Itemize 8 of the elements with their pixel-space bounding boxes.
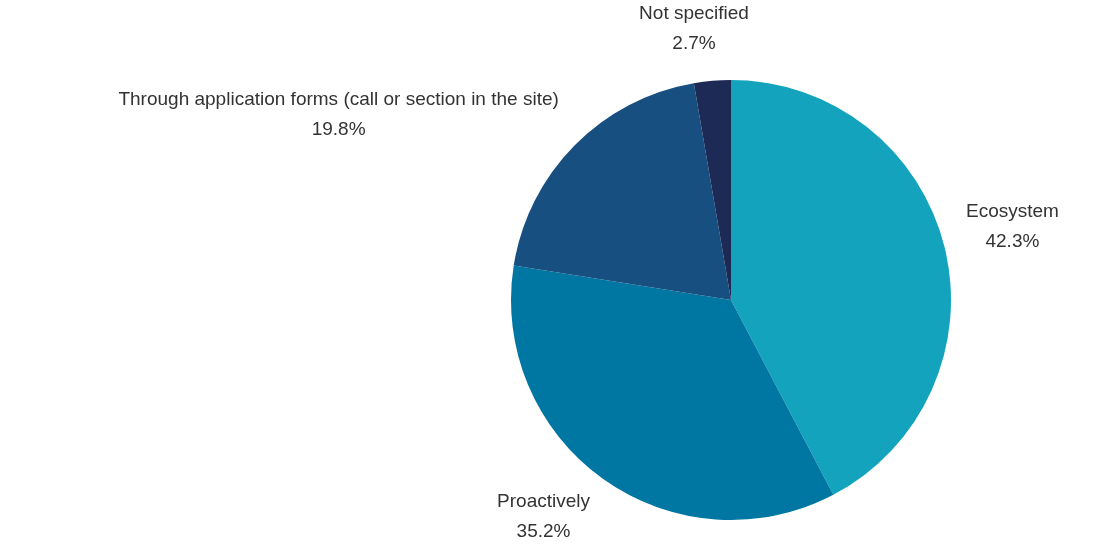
slice-label: Not specified — [639, 2, 749, 24]
data-label: 35.2% — [516, 519, 571, 541]
slice-label: Through application forms (call or section in the site) — [118, 88, 559, 110]
slice-label: Proactively — [497, 489, 591, 511]
data-label: 19.8% — [311, 118, 366, 140]
data-label: 2.7% — [672, 32, 716, 54]
data-label: 42.3% — [985, 230, 1040, 252]
slice-label: Ecosystem — [965, 200, 1059, 222]
